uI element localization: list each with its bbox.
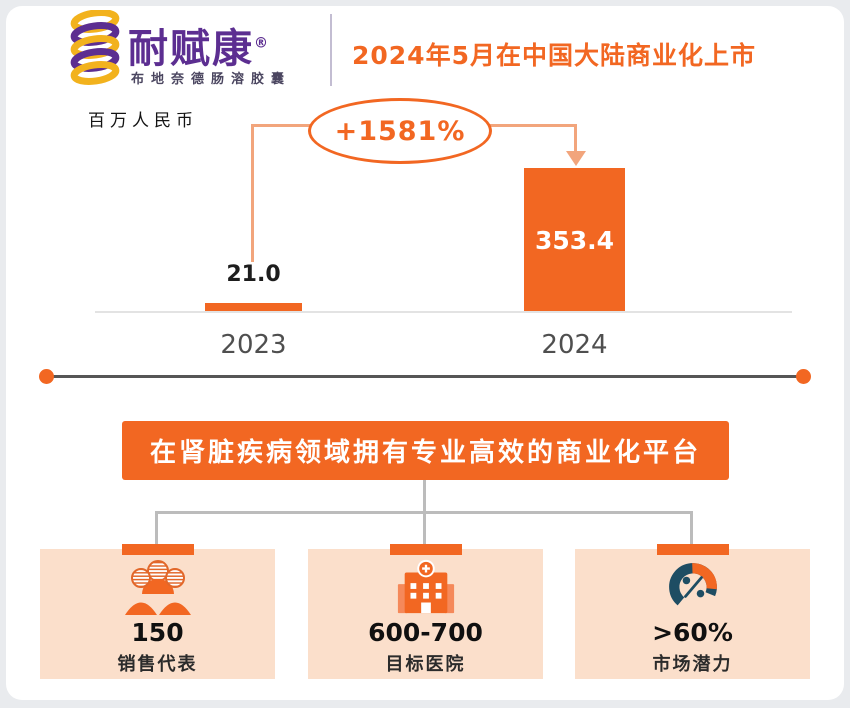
stat-label: 销售代表 xyxy=(117,653,198,675)
platform-banner: 在肾脏疾病领域拥有专业高效的商业化平台 xyxy=(122,421,729,480)
tree-connector-middle xyxy=(423,511,426,551)
stat-card-tab xyxy=(389,544,462,555)
tree-connector-right xyxy=(690,511,693,551)
stat-label: 市场潜力 xyxy=(652,653,733,675)
growth-callout-label: +1581% xyxy=(334,115,466,147)
brand-subtitle: 布地奈德肠溶胶囊 xyxy=(131,72,292,87)
page-title: 2024年5月在中国大陆商业化上市 xyxy=(352,41,756,70)
registered-mark: ® xyxy=(254,35,270,52)
chart-unit-label: 百万人民币 xyxy=(88,111,198,131)
bar-value-2023: 21.0 xyxy=(226,262,281,287)
axis-label-2023: 2023 xyxy=(220,330,287,360)
hospital-icon xyxy=(395,557,457,617)
platform-banner-label: 在肾脏疾病领域拥有专业高效的商业化平台 xyxy=(149,438,701,468)
brand-spiral-icon xyxy=(66,9,124,90)
section-divider-line xyxy=(52,375,798,378)
growth-callout: +1581% xyxy=(308,98,492,164)
stat-card-tab xyxy=(121,544,194,555)
divider-dot-left xyxy=(39,369,54,384)
stat-card-market-potential: >60% 市场潜力 xyxy=(575,544,810,679)
stat-card-target-hospitals: 600-700 目标医院 xyxy=(308,544,543,679)
stat-value: 600-700 xyxy=(368,618,483,647)
sales-team-icon xyxy=(122,557,194,617)
stat-card-sales-reps: 150 销售代表 xyxy=(40,544,275,679)
callout-connector-right-vertical xyxy=(574,124,577,152)
stat-value: 150 xyxy=(131,618,184,647)
tree-connector-left xyxy=(155,511,158,551)
header-divider xyxy=(330,14,332,86)
x-axis-line xyxy=(95,311,792,313)
bar-value-2024: 353.4 xyxy=(534,226,615,255)
stat-label: 目标医院 xyxy=(385,653,466,675)
arrow-down-icon xyxy=(566,151,586,166)
bar-2024 xyxy=(524,168,625,311)
callout-connector-left-horizontal xyxy=(251,124,311,127)
tree-connector-top xyxy=(423,480,426,513)
brand-name: 耐赋康® xyxy=(128,26,270,72)
bar-2023 xyxy=(205,303,302,311)
callout-connector-right-horizontal xyxy=(489,124,576,127)
axis-label-2024: 2024 xyxy=(541,330,608,360)
stat-value: >60% xyxy=(652,618,733,647)
divider-dot-right xyxy=(796,369,811,384)
callout-connector-left-vertical xyxy=(251,124,254,262)
stat-card-tab xyxy=(656,544,729,555)
gauge-icon xyxy=(663,557,723,617)
